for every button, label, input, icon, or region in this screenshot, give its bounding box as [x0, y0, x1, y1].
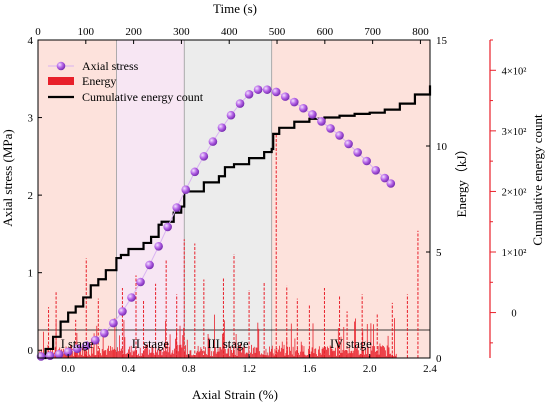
axial-stress-point — [145, 260, 154, 270]
y-tick-label: 2 — [28, 190, 34, 202]
x2-tick-label: 500 — [269, 26, 286, 38]
legend-energy-swatch — [48, 77, 74, 85]
y2-tick-label: 5 — [436, 247, 442, 259]
y-tick-label: 4 — [28, 35, 34, 47]
axial-stress-point — [326, 124, 335, 133]
axial-stress-point — [380, 173, 390, 183]
legend-label: Cumulative energy count — [82, 90, 204, 104]
stage-region — [116, 40, 185, 358]
stage-label: IV stage — [330, 337, 372, 351]
axial-stress-point — [36, 352, 46, 361]
stage-label: II stage — [132, 337, 170, 351]
axial-stress-point — [118, 307, 127, 316]
x2-tick-label: 300 — [173, 26, 190, 38]
axial-stress-line — [36, 85, 396, 361]
axial-stress-point — [54, 349, 64, 359]
axial-stress-point — [163, 222, 172, 232]
axial-stress-point — [371, 166, 381, 175]
axial-stress-point — [344, 139, 353, 149]
x2-tick-label: 0 — [35, 26, 41, 38]
axial-stress-point — [127, 293, 136, 302]
y-axis-title: Axial stress (MPa) — [0, 129, 15, 227]
axial-stress-point — [154, 242, 163, 251]
y3-axis-title: Cumulative energy count — [530, 114, 545, 246]
axial-stress-point — [262, 85, 272, 94]
x-tick-label: 2.4 — [423, 363, 437, 375]
axial-stress-point — [362, 156, 371, 166]
x-axis-title: Axial Strain (%) — [192, 387, 278, 402]
y2-axis-title: Energy（kJ） — [454, 143, 469, 218]
axial-stress-point — [181, 185, 191, 194]
y3-tick-label: 0 — [511, 309, 516, 320]
y3-tick-label: 3×10² — [502, 127, 527, 138]
axial-stress-point — [386, 179, 396, 188]
axial-stress-point — [299, 103, 308, 113]
y2-tick-label: 15 — [436, 35, 448, 47]
x2-tick-label: 700 — [364, 26, 381, 38]
x2-tick-label: 800 — [412, 26, 429, 38]
x-tick-label: 0.4 — [122, 363, 136, 375]
x-tick-label: 0.8 — [182, 363, 196, 375]
axial-stress-point — [45, 351, 55, 360]
y3-tick-label: 1×10² — [502, 248, 527, 259]
y-tick-label: 0 — [28, 345, 34, 357]
axial-stress-path — [40, 89, 392, 357]
axial-stress-point — [280, 92, 290, 101]
axial-stress-point — [317, 117, 326, 126]
axial-stress-point — [199, 152, 209, 161]
axial-stress-point — [90, 335, 100, 345]
stage-labels: I stage II stage III stage IV stage — [61, 337, 372, 351]
axial-stress-point — [244, 89, 254, 99]
y3-tick-label: 4×10² — [502, 66, 527, 77]
y-tick-label: 1 — [28, 268, 34, 280]
x-tick-label: 0.0 — [61, 363, 75, 375]
y-tick-label: 3 — [28, 113, 34, 125]
stage-backgrounds — [38, 40, 430, 358]
axial-stress-point — [235, 99, 245, 108]
energy-bars — [37, 133, 419, 358]
axial-stress-point — [290, 97, 299, 107]
axial-stress-point — [335, 131, 344, 140]
y2-tick-label: 0 — [436, 353, 442, 365]
axial-stress-point — [100, 328, 109, 338]
plot-frame — [37, 39, 431, 359]
x2-tick-label: 200 — [125, 26, 142, 38]
axial-stress-point — [109, 318, 118, 328]
x-tick-label: 2.0 — [363, 363, 377, 375]
axial-stress-point — [271, 87, 281, 97]
axial-stress-point — [226, 110, 236, 120]
x2-tick-label: 600 — [317, 26, 334, 38]
y3-tick-label: 2×10² — [502, 187, 527, 198]
axial-stress-point — [217, 123, 227, 132]
axial-stress-point — [136, 277, 145, 287]
legend-label: Energy — [82, 74, 116, 88]
axes: 0.0 0.4 0.8 1.2 1.6 2.0 2.40 100 200 300 400 500 600… — [28, 26, 527, 375]
axial-stress-point — [63, 347, 73, 357]
axial-stress-point — [72, 344, 82, 353]
x-tick-label: 1.2 — [242, 363, 256, 375]
legend-stress-marker — [56, 61, 66, 71]
axial-stress-point — [190, 167, 200, 177]
x-tick-label: 1.6 — [303, 363, 317, 375]
legend-label: Axial stress — [82, 59, 139, 73]
stage-label: III stage — [207, 337, 249, 351]
x2-axis-title: Time (s) — [213, 1, 257, 16]
axial-stress-point — [308, 110, 317, 119]
axial-stress-point — [81, 341, 91, 350]
axial-stress-point — [208, 137, 218, 146]
stage-region — [38, 40, 117, 358]
x2-tick-label: 100 — [78, 26, 95, 38]
stage-region — [271, 40, 430, 358]
x2-tick-label: 400 — [221, 26, 238, 38]
axial-stress-point — [253, 85, 263, 94]
stage-label: I stage — [61, 337, 94, 351]
axial-stress-point — [353, 148, 362, 157]
y2-tick-label: 10 — [436, 141, 448, 153]
axial-stress-point — [172, 203, 182, 212]
